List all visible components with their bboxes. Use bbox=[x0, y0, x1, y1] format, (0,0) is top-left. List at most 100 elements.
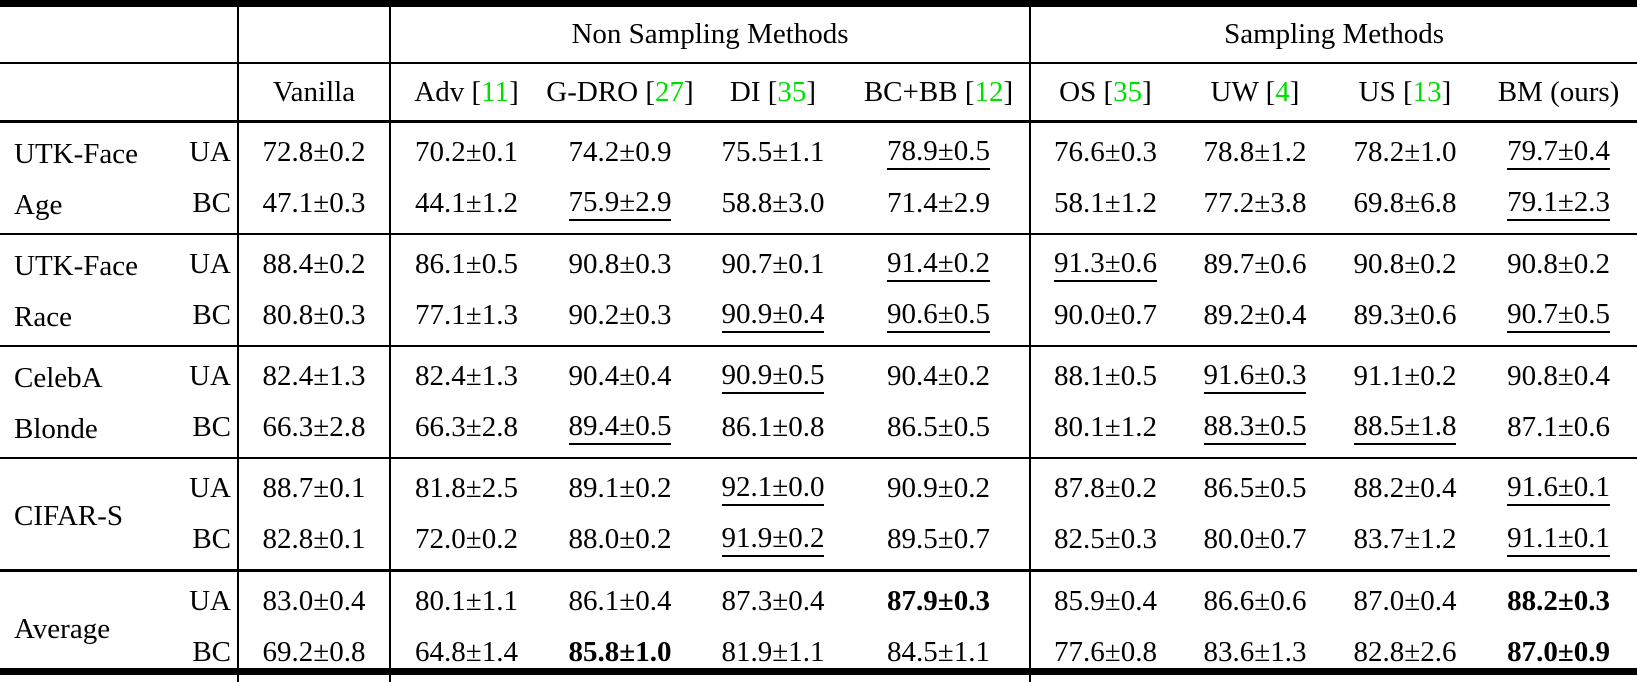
value-cell: 88.1±0.5 bbox=[1030, 346, 1180, 402]
value-cell: 77.1±1.3 bbox=[390, 290, 542, 346]
value-cell: 90.8±0.3 bbox=[542, 234, 698, 290]
value-cell: 47.1±0.3 bbox=[238, 178, 390, 234]
value-cell: 86.5±0.5 bbox=[1180, 458, 1330, 514]
method-name: Vanilla bbox=[273, 76, 355, 108]
value-cell: 91.3±0.6 bbox=[1030, 234, 1180, 290]
metric-label: BC bbox=[182, 627, 238, 682]
value-cell: 86.5±0.5 bbox=[848, 402, 1030, 458]
method-name: OS bbox=[1059, 76, 1096, 108]
value-cell: 91.6±0.3 bbox=[1180, 346, 1330, 402]
value-text: 82.4±1.3 bbox=[415, 360, 518, 392]
value-text: 78.8±1.2 bbox=[1204, 136, 1307, 168]
method-name: UW bbox=[1211, 76, 1259, 108]
metric-label: BC bbox=[182, 514, 238, 571]
value-cell: 76.6±0.3 bbox=[1030, 122, 1180, 179]
value-text: 87.3±0.4 bbox=[722, 585, 825, 617]
value-cell: 83.0±0.4 bbox=[238, 571, 390, 628]
corner-cell-2 bbox=[0, 63, 238, 122]
value-text: 89.2±0.4 bbox=[1204, 299, 1307, 331]
value-text: 89.3±0.6 bbox=[1354, 299, 1457, 331]
underlined-value: 91.4±0.2 bbox=[887, 248, 990, 283]
value-text: 90.9±0.2 bbox=[887, 472, 990, 504]
value-text: 66.3±2.8 bbox=[415, 411, 518, 443]
value-cell: 89.1±0.2 bbox=[542, 458, 698, 514]
value-cell: 90.2±0.3 bbox=[542, 290, 698, 346]
value-cell: 72.0±0.2 bbox=[390, 514, 542, 571]
value-cell: 71.4±2.9 bbox=[848, 178, 1030, 234]
citation-ref: 35 bbox=[777, 76, 806, 108]
value-text: 90.4±0.2 bbox=[887, 360, 990, 392]
value-text: 82.8±0.1 bbox=[263, 523, 366, 555]
value-text: 75.5±1.1 bbox=[722, 136, 825, 168]
dataset-label-line: Blonde bbox=[14, 404, 182, 455]
value-cell: 82.4±1.3 bbox=[390, 346, 542, 402]
value-text: 86.6±0.6 bbox=[1204, 585, 1307, 617]
value-cell: 82.8±0.1 bbox=[238, 514, 390, 571]
value-text: 91.1±0.2 bbox=[1354, 360, 1457, 392]
value-cell: 92.1±0.0 bbox=[698, 458, 848, 514]
underlined-value: 91.1±0.1 bbox=[1507, 523, 1610, 558]
value-text: 82.8±2.6 bbox=[1354, 636, 1457, 668]
value-cell: 91.1±0.2 bbox=[1330, 346, 1480, 402]
method-header: BC+BB [12] bbox=[848, 63, 1030, 122]
value-text: 44.1±1.2 bbox=[415, 187, 518, 219]
value-cell: 85.9±0.4 bbox=[1030, 571, 1180, 628]
metric-label: UA bbox=[182, 571, 238, 628]
value-cell: 90.4±0.4 bbox=[542, 346, 698, 402]
corner-cell bbox=[0, 7, 238, 63]
value-text: 58.8±3.0 bbox=[722, 187, 825, 219]
column-group-header: Sampling Methods bbox=[1030, 7, 1637, 63]
metric-label: UA bbox=[182, 122, 238, 179]
value-cell: 79.1±2.3 bbox=[1480, 178, 1637, 234]
dataset-label-line: Age bbox=[14, 180, 182, 231]
value-cell: 90.9±0.5 bbox=[698, 346, 848, 402]
value-text: 69.2±0.8 bbox=[263, 636, 366, 668]
value-text: 82.4±1.3 bbox=[263, 360, 366, 392]
value-text: 64.8±1.4 bbox=[415, 636, 518, 668]
value-text: 86.5±0.5 bbox=[887, 411, 990, 443]
value-cell: 89.5±0.7 bbox=[848, 514, 1030, 571]
value-text: 83.0±0.4 bbox=[263, 585, 366, 617]
value-cell: 70.2±0.1 bbox=[390, 122, 542, 179]
value-text: 81.8±2.5 bbox=[415, 472, 518, 504]
metric-label: BC bbox=[182, 402, 238, 458]
value-cell: 90.7±0.1 bbox=[698, 234, 848, 290]
value-text: 85.9±0.4 bbox=[1054, 585, 1157, 617]
value-cell: 69.2±0.8 bbox=[238, 627, 390, 682]
underlined-value: 90.7±0.5 bbox=[1507, 299, 1610, 334]
underlined-value: 89.4±0.5 bbox=[569, 411, 672, 446]
value-text: 89.5±0.7 bbox=[887, 523, 990, 555]
value-cell: 80.1±1.2 bbox=[1030, 402, 1180, 458]
value-text: 47.1±0.3 bbox=[263, 187, 366, 219]
value-cell: 88.3±0.5 bbox=[1180, 402, 1330, 458]
value-cell: 90.6±0.5 bbox=[848, 290, 1030, 346]
value-cell: 78.8±1.2 bbox=[1180, 122, 1330, 179]
dataset-label-line: UTK-Face bbox=[14, 241, 182, 292]
method-name: Adv bbox=[414, 76, 464, 108]
value-cell: 81.8±2.5 bbox=[390, 458, 542, 514]
value-cell: 82.4±1.3 bbox=[238, 346, 390, 402]
value-text: 90.0±0.7 bbox=[1054, 299, 1157, 331]
value-cell: 91.4±0.2 bbox=[848, 234, 1030, 290]
underlined-value: 91.9±0.2 bbox=[722, 523, 825, 558]
value-cell: 58.8±3.0 bbox=[698, 178, 848, 234]
value-text: 89.7±0.6 bbox=[1204, 248, 1307, 280]
underlined-value: 90.9±0.4 bbox=[722, 299, 825, 334]
value-cell: 90.8±0.2 bbox=[1330, 234, 1480, 290]
dataset-label-line: Race bbox=[14, 292, 182, 343]
citation-ref: 13 bbox=[1413, 76, 1442, 108]
value-cell: 77.2±3.8 bbox=[1180, 178, 1330, 234]
value-cell: 75.9±2.9 bbox=[542, 178, 698, 234]
value-cell: 88.0±0.2 bbox=[542, 514, 698, 571]
method-name: US bbox=[1359, 76, 1396, 108]
value-cell: 90.9±0.2 bbox=[848, 458, 1030, 514]
value-text: 78.2±1.0 bbox=[1354, 136, 1457, 168]
citation-ref: 11 bbox=[481, 76, 509, 108]
